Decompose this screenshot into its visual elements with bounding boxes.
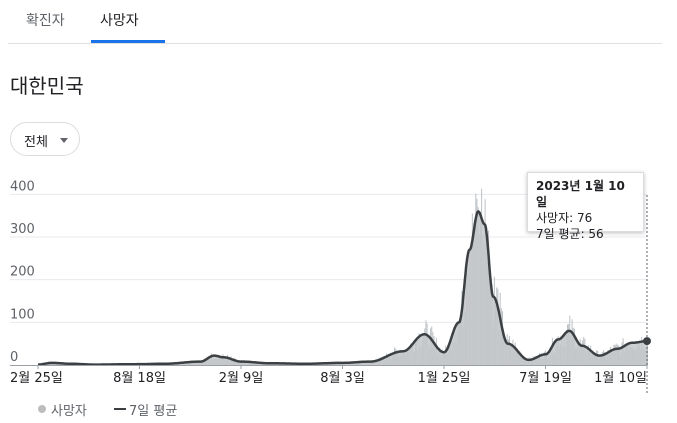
x-tick-label: 2월 25일 <box>10 371 63 386</box>
x-tick-label: 2월 9일 <box>219 371 264 386</box>
x-tick-label: 7월 19일 <box>519 371 572 386</box>
tab-bar: 확진자 사망자 <box>8 0 662 44</box>
y-axis: 0 100 200 300 400 <box>10 179 35 365</box>
deaths-area <box>38 211 647 365</box>
x-tick-label: 1월 10일 <box>594 371 647 386</box>
x-tick-label: 8월 18일 <box>113 371 166 386</box>
hover-point <box>643 337 651 346</box>
time-range-dropdown[interactable]: 전체 <box>10 122 80 156</box>
tooltip-date: 2023년 1월 10일 <box>536 179 625 209</box>
tooltip-average: 7일 평균: 56 <box>536 227 604 241</box>
seven-day-average-line <box>37 210 648 366</box>
data-tooltip: 2023년 1월 10일 사망자: 76 7일 평균: 56 <box>527 172 644 241</box>
y-tick-label: 100 <box>10 307 35 322</box>
dark-line-icon <box>114 408 126 410</box>
gridlines <box>10 193 647 323</box>
gray-dot-icon <box>38 405 46 413</box>
y-tick-label: 400 <box>10 179 35 194</box>
time-range-label: 전체 <box>24 135 48 150</box>
tab-cases[interactable]: 확진자 <box>26 13 65 29</box>
x-tick-label: 1월 25일 <box>418 371 471 386</box>
legend-average-label: 7일 평균 <box>129 404 178 419</box>
y-tick-label: 0 <box>10 350 18 365</box>
legend-deaths-label: 사망자 <box>51 404 87 419</box>
active-tab-indicator <box>91 40 165 43</box>
region-title: 대한민국 <box>10 74 84 98</box>
y-tick-label: 200 <box>10 265 35 280</box>
caret-down-icon <box>60 138 68 143</box>
tooltip-deaths: 사망자: 76 <box>536 211 593 225</box>
tab-deaths[interactable]: 사망자 <box>100 13 139 29</box>
x-axis: 2월 25일 8월 18일 2월 9일 8월 3일 1월 25일 7월 19일 1월 10일 <box>10 365 648 386</box>
y-tick-label: 300 <box>10 222 35 237</box>
x-tick-label: 8월 3일 <box>320 371 365 386</box>
